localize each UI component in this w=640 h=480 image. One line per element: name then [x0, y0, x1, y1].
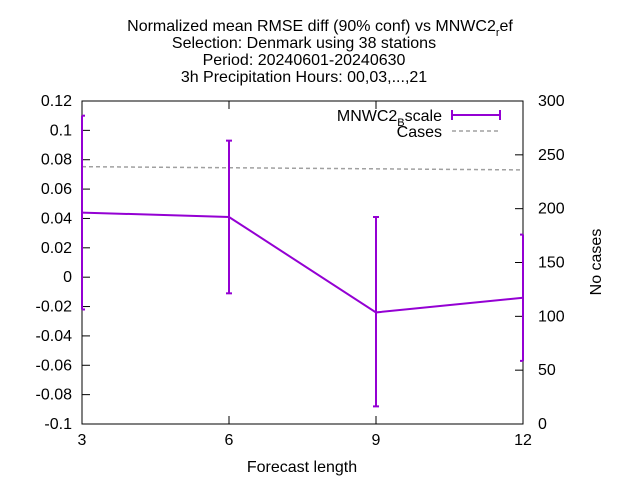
y2-axis-label: No cases [588, 229, 605, 296]
series-mnwc2bscale [81, 114, 524, 408]
legend: MNWC2Bscale Cases [337, 108, 501, 141]
y-tick-label: -0.04 [36, 328, 73, 345]
y2-tick-label: 50 [538, 362, 556, 379]
x-tick-label: 9 [372, 432, 381, 449]
y2-tick-label: 100 [538, 308, 565, 325]
x-tick-label: 3 [78, 432, 87, 449]
y-tick-label: 0.02 [41, 240, 72, 257]
chart-title: Normalized mean RMSE diff (90% conf) vs … [127, 18, 513, 86]
y2-tick-label: 300 [538, 93, 565, 110]
title-line-3: Period: 20240601-20240630 [203, 52, 406, 69]
x-tick-label: 12 [514, 432, 532, 449]
y-axis-left: 0.12 0.1 0.08 0.06 0.04 0.02 0 -0.02 -0.04 -0.06 -… [36, 93, 90, 433]
y2-tick-label: 200 [538, 201, 565, 218]
y-tick-label: 0.06 [41, 181, 72, 198]
y-tick-label: 0.08 [41, 152, 72, 169]
y-tick-label: -0.08 [36, 387, 73, 404]
title-line-4: 3h Precipitation Hours: 00,03,...,21 [181, 69, 427, 86]
y-tick-label: -0.06 [36, 357, 73, 374]
title-line-2: Selection: Denmark using 38 stations [172, 35, 436, 52]
x-axis-label: Forecast length [247, 459, 357, 476]
y-tick-label: 0.04 [41, 210, 72, 227]
title-line-1: Normalized mean RMSE diff (90% conf) vs … [127, 18, 513, 39]
y2-tick-label: 150 [538, 255, 565, 272]
x-tick-label: 6 [225, 432, 234, 449]
y-tick-label: 0.1 [50, 122, 72, 139]
x-axis: 3 6 9 12 [78, 101, 532, 449]
cases-line [81, 165, 524, 171]
legend-label-mnwc2bscale: MNWC2Bscale [337, 108, 442, 129]
series-cases [81, 165, 524, 171]
mnwc2bscale-line [81, 211, 524, 314]
y-tick-label: -0.1 [44, 416, 72, 433]
y2-tick-label: 0 [538, 416, 547, 433]
y-tick-label: 0.12 [41, 93, 72, 110]
y-axis-right: 300 250 200 150 100 50 0 [515, 93, 565, 433]
y2-tick-label: 250 [538, 147, 565, 164]
plot-frame [81, 100, 524, 425]
legend-label-cases: Cases [397, 124, 442, 141]
y-tick-label: 0 [63, 269, 72, 286]
y-tick-label: -0.02 [36, 299, 73, 316]
legend-swatch-mnwc2bscale [451, 110, 501, 120]
